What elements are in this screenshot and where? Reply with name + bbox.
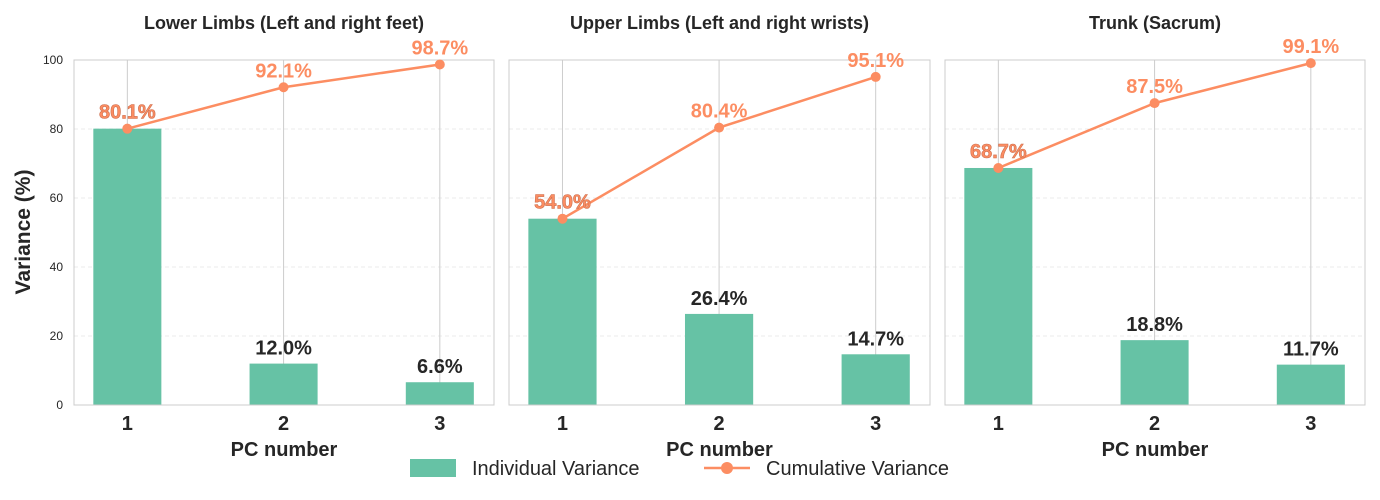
legend-swatch-cumulative-marker <box>721 462 733 474</box>
cumulative-point-pc3 <box>870 71 881 82</box>
bar-pc1 <box>964 167 1033 405</box>
x-tick-label: 3 <box>434 413 445 435</box>
bar-pc3 <box>841 354 910 405</box>
cumulative-point-pc3 <box>434 59 445 70</box>
panel-title: Lower Limbs (Left and right feet) <box>144 13 424 33</box>
panel-title: Trunk (Sacrum) <box>1089 13 1221 33</box>
bar-value-label: 11.7% <box>1283 339 1339 361</box>
x-tick-label: 2 <box>1149 413 1160 435</box>
x-tick-label: 1 <box>557 413 568 435</box>
legend: Individual Variance Cumulative Variance <box>410 458 949 480</box>
cumulative-value-label: 54.0% <box>534 192 591 214</box>
bar-pc2 <box>1120 340 1189 405</box>
cumulative-point-pc3 <box>1305 58 1316 69</box>
cumulative-point-pc1 <box>993 162 1004 173</box>
bar-value-label: 12.0% <box>255 338 312 360</box>
cumulative-point-pc2 <box>1149 98 1160 109</box>
y-tick-label: 100 <box>43 53 63 67</box>
x-axis-label: PC number <box>666 439 773 461</box>
cumulative-point-pc1 <box>557 213 568 224</box>
plot-frame <box>944 59 1366 406</box>
cumulative-point-pc1 <box>122 123 133 134</box>
bar-pc2 <box>249 363 318 405</box>
cumulative-value-label: 80.1% <box>99 102 156 124</box>
cumulative-point-pc2 <box>278 82 289 93</box>
bar-pc1 <box>93 128 162 405</box>
y-tick-label: 60 <box>50 191 64 205</box>
panel-1: 12.0% 6.6% 80.1% 92.1% 98.7% Lower Limbs (Lef… <box>43 13 495 461</box>
x-tick-label: 3 <box>1305 413 1316 435</box>
bar-pc2 <box>684 313 754 405</box>
legend-swatch-individual <box>410 459 456 477</box>
cumulative-value-label: 87.5% <box>1126 76 1183 98</box>
cumulative-point-pc2 <box>714 122 725 133</box>
bar-pc3 <box>405 382 474 405</box>
x-tick-label: 1 <box>993 413 1004 435</box>
x-tick-label: 3 <box>870 413 881 435</box>
cumulative-value-label: 80.4% <box>691 101 748 123</box>
panel-3: 18.8% 11.7% 68.7% 87.5% 99.1% Trunk (Sacrum) 1… <box>944 13 1366 461</box>
y-tick-label: 20 <box>50 329 64 343</box>
bar-value-label: 14.7% <box>847 328 904 350</box>
plot-frame <box>73 59 495 406</box>
bar-value-label: 6.6% <box>417 356 463 378</box>
bar-value-label: 18.8% <box>1126 314 1183 336</box>
panel-2: 26.4% 14.7% 54.0% 80.4% 95.1% Upper Limbs (Le… <box>508 13 931 461</box>
y-tick-label: 80 <box>50 122 64 136</box>
x-axis-label: PC number <box>1102 439 1209 461</box>
y-axis-label: Variance (%) <box>12 170 35 295</box>
cumulative-value-label: 92.1% <box>255 60 312 82</box>
y-tick-label: 40 <box>50 260 64 274</box>
y-tick-label: 0 <box>56 398 63 412</box>
cumulative-value-label: 68.7% <box>970 141 1027 163</box>
bar-pc1 <box>528 218 597 405</box>
plot-frame <box>508 59 931 406</box>
panel-title: Upper Limbs (Left and right wrists) <box>570 13 869 33</box>
bar-pc3 <box>1276 364 1345 405</box>
legend-label-cumulative: Cumulative Variance <box>766 458 949 480</box>
cumulative-value-label: 95.1% <box>847 50 904 72</box>
legend-label-individual: Individual Variance <box>472 458 640 480</box>
x-tick-label: 2 <box>714 413 725 435</box>
cumulative-value-label: 98.7% <box>411 37 468 59</box>
bar-value-label: 26.4% <box>691 288 748 310</box>
x-tick-label: 1 <box>122 413 133 435</box>
x-axis-label: PC number <box>231 439 338 461</box>
cumulative-value-label: 99.1% <box>1282 36 1339 58</box>
panels: 12.0% 6.6% 80.1% 92.1% 98.7% Lower Limbs (Lef… <box>43 13 1366 461</box>
x-tick-label: 2 <box>278 413 289 435</box>
